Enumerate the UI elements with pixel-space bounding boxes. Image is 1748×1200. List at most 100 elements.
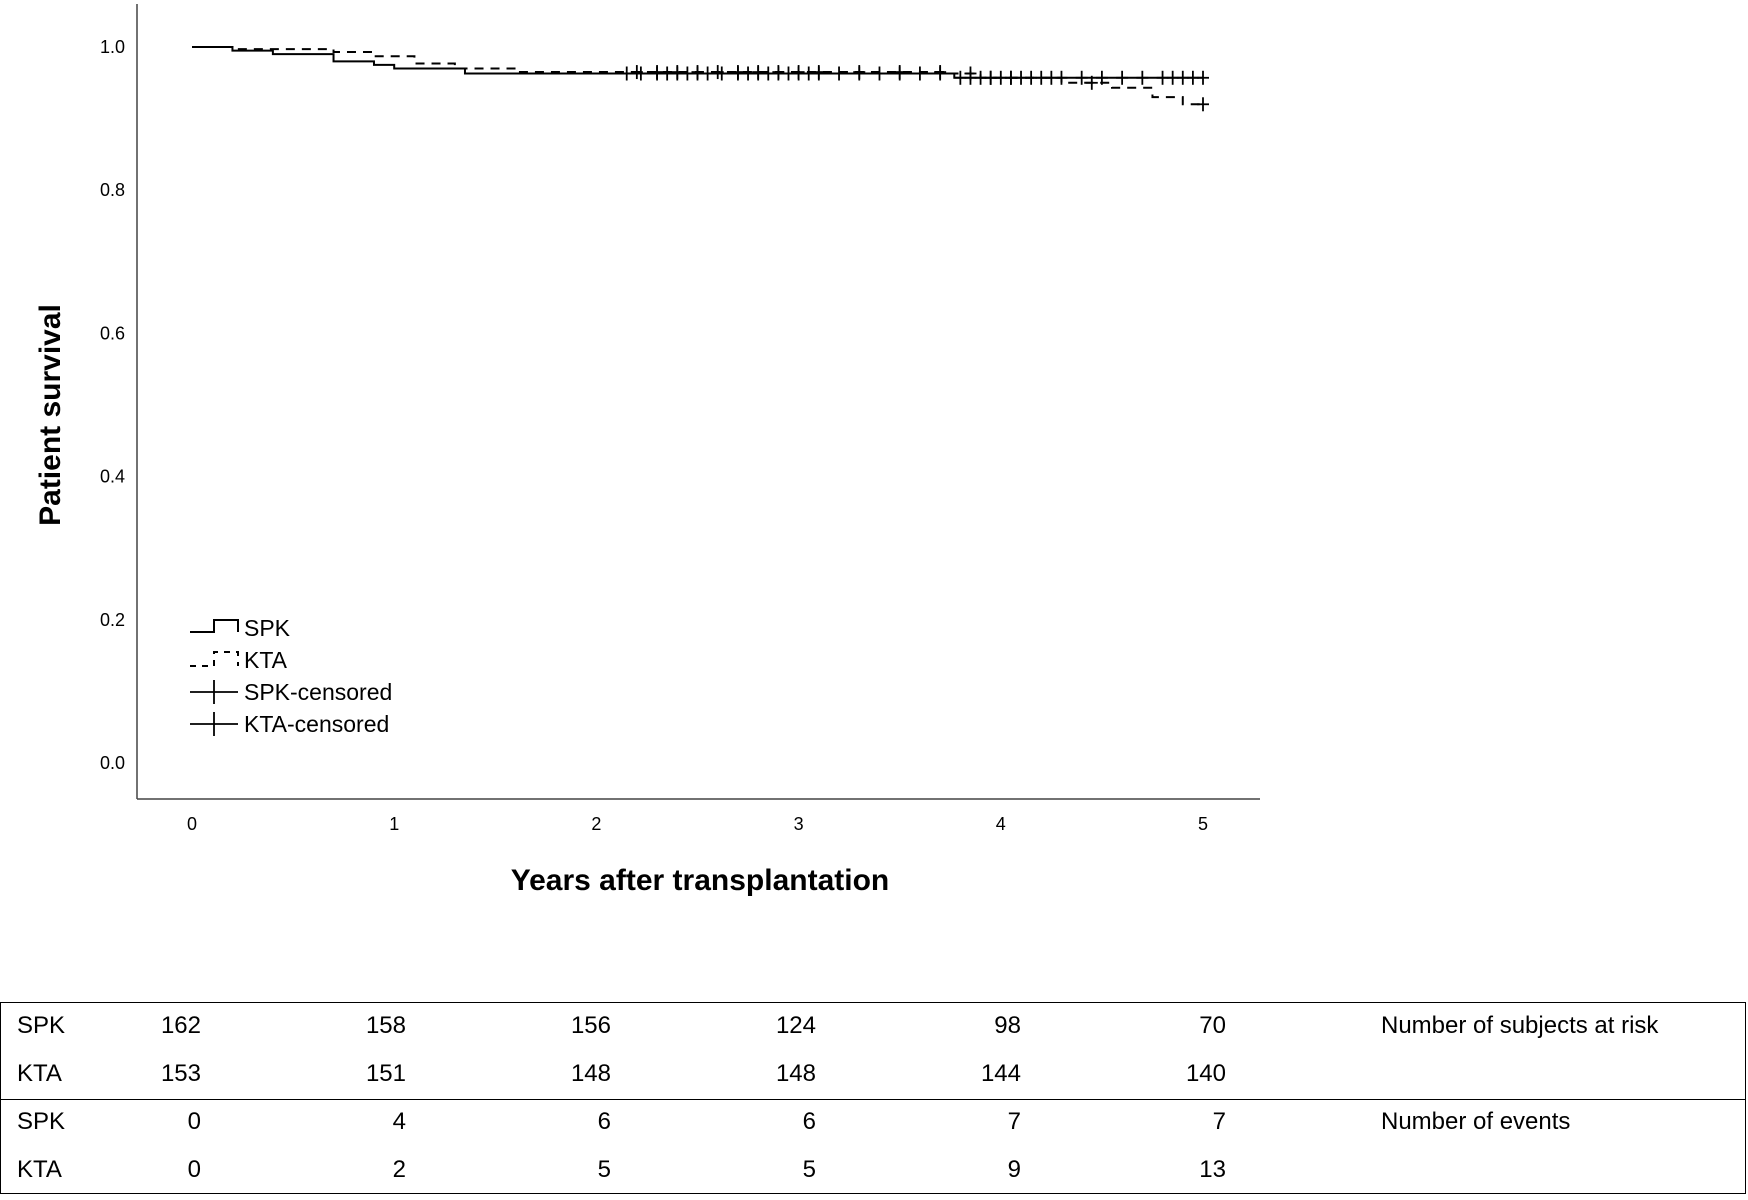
- risk-table-cell: 144: [980, 1060, 1021, 1087]
- y-tick-label: 0.8: [100, 180, 125, 200]
- risk-table-row: SPK 0 4 6 6 7 7 Number of events: [1, 1099, 1745, 1145]
- censor-mark-spk: [873, 66, 886, 81]
- censor-mark-spk: [1075, 70, 1088, 85]
- risk-table-cell: 162: [160, 1012, 201, 1039]
- y-axis-title: Patient survival: [34, 304, 67, 526]
- risk-table-cell: 156: [570, 1012, 611, 1039]
- censor-mark-spk: [1116, 70, 1129, 85]
- censor-mark-kta: [671, 65, 684, 80]
- risk-table-section-label: Number of events: [1381, 1108, 1571, 1135]
- x-axis-title: Years after transplantation: [511, 864, 889, 897]
- y-tick-label: 0.0: [100, 753, 125, 773]
- risk-table-cell: 124: [775, 1012, 816, 1039]
- censor-mark-kta: [651, 65, 664, 80]
- censor-mark-spk: [913, 66, 926, 81]
- legend-label: SPK: [244, 615, 291, 641]
- risk-table-section-label: Number of subjects at risk: [1381, 1012, 1659, 1039]
- censor-mark-spk: [802, 66, 815, 81]
- censor-mark-kta: [1045, 70, 1058, 85]
- risk-table-cell: 7: [1212, 1108, 1226, 1135]
- y-tick-label: 0.4: [100, 467, 125, 487]
- censor-mark-kta: [893, 65, 906, 80]
- risk-table-cell: 4: [392, 1108, 406, 1135]
- risk-table-cell: 5: [802, 1156, 816, 1183]
- censor-mark-spk: [1186, 70, 1199, 85]
- risk-table-cell: 153: [160, 1060, 201, 1087]
- risk-table-cell: 158: [365, 1012, 406, 1039]
- x-tick-labels: 0 1 2 3 4 5: [187, 814, 1208, 834]
- risk-table-cell: 148: [570, 1060, 611, 1087]
- censor-mark-spk: [762, 66, 775, 81]
- risk-table-row: KTA 0 2 5 5 9 13: [1, 1147, 1745, 1193]
- censor-mark-spk: [782, 66, 795, 81]
- legend-label: SPK-censored: [244, 679, 392, 705]
- censor-mark-kta: [691, 65, 704, 80]
- censor-mark-spk: [701, 66, 714, 81]
- x-tick-label: 2: [591, 814, 601, 834]
- censor-mark-kta: [630, 65, 643, 80]
- legend: SPK KTA SPK-censored KTA-censored: [190, 615, 392, 737]
- risk-table: SPK 162 158 156 124 98 70 Number of subjects at…: [0, 1002, 1746, 1194]
- legend-label: KTA: [244, 647, 288, 673]
- series-layer: [192, 46, 1209, 112]
- risk-table-cell: 98: [994, 1012, 1021, 1039]
- risk-row-group: SPK: [17, 1012, 66, 1039]
- censor-mark-kta: [1197, 97, 1209, 112]
- risk-row-group: KTA: [17, 1156, 62, 1183]
- censor-mark-spk: [833, 66, 846, 81]
- risk-table-cell: 151: [365, 1060, 406, 1087]
- risk-table-divider: [1, 1099, 1745, 1100]
- risk-table-cell: 2: [392, 1156, 406, 1183]
- risk-table-row: KTA 153 151 148 148 144 140: [1, 1051, 1745, 1097]
- censor-mark-spk: [681, 66, 694, 81]
- censor-mark-kta: [752, 65, 765, 80]
- x-tick-label: 4: [996, 814, 1006, 834]
- censor-mark-kta: [772, 65, 785, 80]
- censor-mark-spk: [954, 70, 967, 85]
- censor-mark-spk: [661, 66, 674, 81]
- legend-label: KTA-censored: [244, 711, 389, 737]
- censor-mark-kta: [1025, 70, 1038, 85]
- censor-mark-kta: [731, 65, 744, 80]
- risk-table-cell: 0: [187, 1156, 201, 1183]
- risk-table-cell: 7: [1007, 1108, 1021, 1135]
- x-tick-label: 3: [794, 814, 804, 834]
- censor-mark-kta: [934, 65, 947, 80]
- censor-mark-spk: [620, 66, 633, 81]
- risk-table-cell: 6: [802, 1108, 816, 1135]
- censor-mark-kta: [964, 66, 977, 81]
- legend-item: SPK: [190, 615, 291, 641]
- risk-table-cell: 6: [597, 1108, 611, 1135]
- censor-mark-kta: [984, 70, 997, 85]
- censor-mark-kta: [812, 65, 825, 80]
- censor-mark-kta: [1004, 70, 1017, 85]
- y-tick-label: 0.2: [100, 610, 125, 630]
- risk-table-cell: 13: [1199, 1156, 1226, 1183]
- risk-table-cell: 70: [1199, 1012, 1226, 1039]
- risk-table-cell: 148: [775, 1060, 816, 1087]
- risk-row-group: SPK: [17, 1108, 66, 1135]
- y-tick-labels: 0.0 0.2 0.4 0.6 0.8 1.0: [100, 37, 125, 773]
- risk-row-group: KTA: [17, 1060, 62, 1087]
- km-chart: 0.0 0.2 0.4 0.6 0.8 1.0 0 1 2 3 4 5 Patient surviv…: [34, 4, 1260, 897]
- risk-table-row: SPK 162 158 156 124 98 70 Number of subjects at…: [1, 1003, 1745, 1049]
- censor-mark-kta: [792, 65, 805, 80]
- censor-mark-spk: [1197, 70, 1209, 85]
- censor-mark-spk: [742, 66, 755, 81]
- y-tick-label: 1.0: [100, 37, 125, 57]
- risk-table-cell: 140: [1185, 1060, 1226, 1087]
- y-tick-label: 0.6: [100, 323, 125, 343]
- x-tick-label: 0: [187, 814, 197, 834]
- censor-mark-kta: [711, 65, 724, 80]
- censor-mark-spk: [1136, 70, 1149, 85]
- x-tick-label: 5: [1198, 814, 1208, 834]
- risk-table-cell: 5: [597, 1156, 611, 1183]
- risk-table-cell: 9: [1007, 1156, 1021, 1183]
- legend-item: KTA: [190, 647, 288, 673]
- censor-mark-spk: [1166, 70, 1179, 85]
- censor-mark-kta: [1085, 75, 1098, 90]
- censor-mark-spk: [1176, 70, 1189, 85]
- legend-item: KTA-censored: [190, 711, 389, 737]
- risk-table-cell: 0: [187, 1108, 201, 1135]
- censor-mark-kta: [853, 65, 866, 80]
